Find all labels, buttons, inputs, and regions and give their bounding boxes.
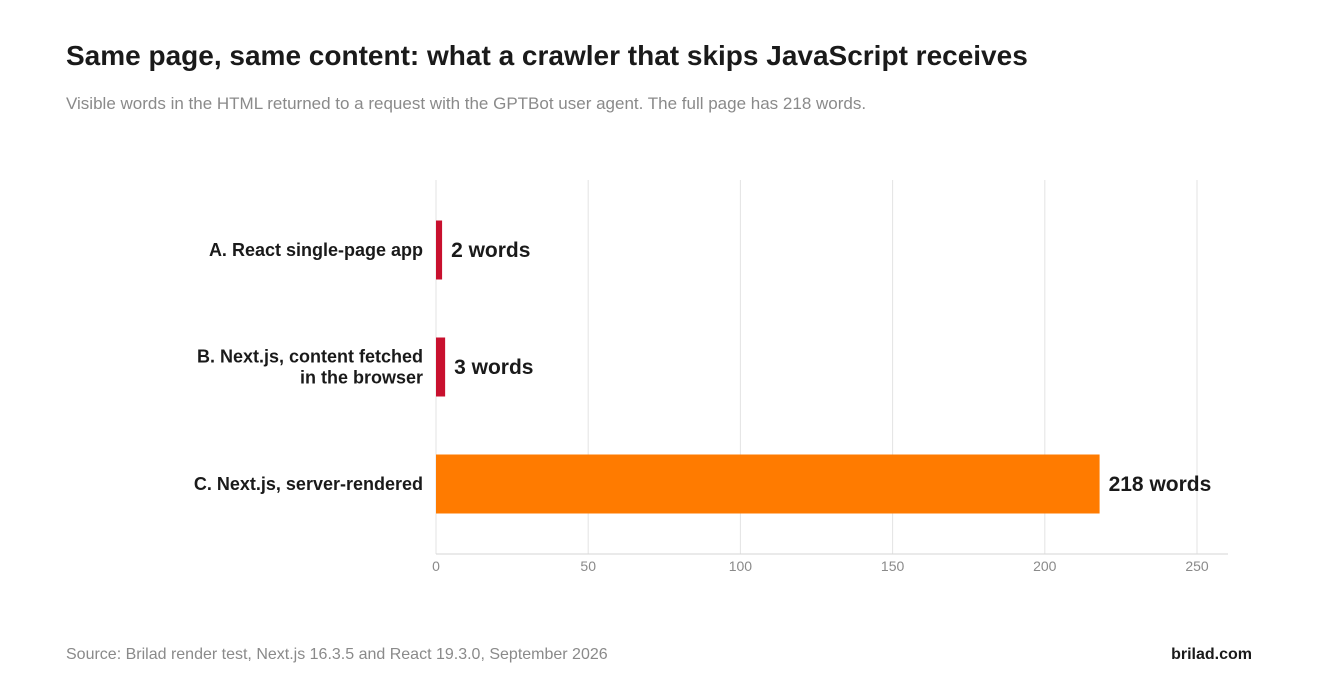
source-note: Source: Brilad render test, Next.js 16.3… xyxy=(66,646,608,663)
category-label: B. Next.js, content fetched in the browse… xyxy=(197,347,423,388)
brand-label: brilad.com xyxy=(1171,646,1252,663)
x-tick-label: 50 xyxy=(580,558,596,574)
x-tick-label: 0 xyxy=(432,558,440,574)
x-tick-label: 100 xyxy=(729,558,753,574)
bar xyxy=(436,337,446,397)
x-tick-label: 150 xyxy=(881,558,905,574)
chart-subtitle: Visible words in the HTML returned to a … xyxy=(66,94,867,113)
category-label: A. React single-page app xyxy=(209,240,423,260)
category-label: C. Next.js, server-rendered xyxy=(194,474,423,494)
value-label: 3 words xyxy=(454,356,533,379)
x-tick-label: 250 xyxy=(1185,558,1209,574)
bar xyxy=(436,220,443,280)
x-tick-label: 200 xyxy=(1033,558,1057,574)
value-label: 218 words xyxy=(1109,473,1212,496)
bar xyxy=(436,454,1100,514)
value-label: 2 words xyxy=(451,239,530,262)
chart-title: Same page, same content: what a crawler … xyxy=(66,40,1028,71)
